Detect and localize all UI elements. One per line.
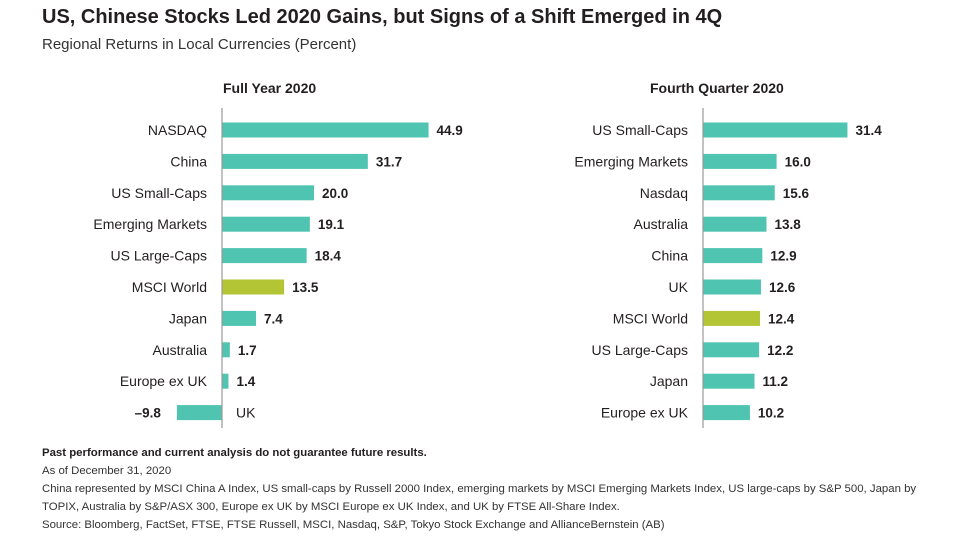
value-label-nasdaq: 15.6	[783, 186, 810, 201]
category-label-uk: UK	[236, 405, 256, 421]
value-label-australia: 1.7	[238, 343, 257, 358]
value-label-us-small-caps: 20.0	[322, 186, 348, 201]
category-label-japan: Japan	[169, 310, 207, 326]
value-label-europe-ex-uk: 10.2	[758, 406, 784, 421]
bar-msci-world	[222, 279, 285, 295]
fourth-quarter-bar-chart: US Small-Caps 31.4 Emerging Markets 16.0 Nas…	[574, 108, 882, 428]
value-label-japan: 7.4	[264, 311, 283, 326]
bar-us-small-caps	[703, 122, 848, 138]
category-label-us-large-caps: US Large-Caps	[592, 342, 689, 358]
bar-emerging-markets	[703, 153, 777, 169]
bar-china	[703, 248, 763, 264]
value-label-uk: 12.6	[769, 280, 796, 295]
category-label-europe-ex-uk: Europe ex UK	[601, 405, 689, 421]
category-label-china: China	[651, 248, 688, 264]
category-label-japan: Japan	[650, 373, 688, 389]
value-label-china: 31.7	[376, 154, 402, 169]
category-label-msci-world: MSCI World	[613, 310, 688, 326]
bar-us-large-caps	[703, 342, 760, 358]
category-label-nasdaq: Nasdaq	[640, 185, 688, 201]
category-label-uk: UK	[669, 279, 689, 295]
value-label-msci-world: 13.5	[292, 280, 319, 295]
category-label-australia: Australia	[153, 342, 208, 358]
footnotes: Past performance and current analysis do…	[42, 444, 922, 534]
category-label-australia: Australia	[634, 216, 689, 232]
value-label-us-large-caps: 12.2	[767, 343, 793, 358]
full-year-bar-chart: NASDAQ 44.9 China 31.7 US Small-Caps 20.0 Emer…	[93, 108, 463, 428]
value-label-emerging-markets: 19.1	[318, 217, 345, 232]
source-note: Source: Bloomberg, FactSet, FTSE, FTSE R…	[42, 519, 665, 531]
bar-europe-ex-uk	[703, 405, 750, 421]
category-label-us-small-caps: US Small-Caps	[592, 122, 688, 138]
bar-uk	[176, 405, 222, 421]
category-label-us-small-caps: US Small-Caps	[111, 185, 207, 201]
value-label-europe-ex-uk: 1.4	[236, 374, 255, 389]
bar-emerging-markets	[222, 216, 310, 232]
category-label-nasdaq: NASDAQ	[148, 122, 207, 138]
category-label-europe-ex-uk: Europe ex UK	[120, 373, 208, 389]
bar-china	[222, 153, 368, 169]
panel-title-full-year: Full Year 2020	[223, 80, 317, 96]
chart-title: US, Chinese Stocks Led 2020 Gains, but S…	[42, 6, 723, 28]
bar-msci-world	[703, 310, 761, 326]
value-label-us-large-caps: 18.4	[315, 249, 342, 264]
value-label-emerging-markets: 16.0	[785, 154, 811, 169]
bar-japan	[703, 373, 755, 389]
chart-subtitle: Regional Returns in Local Currencies (Pe…	[42, 36, 357, 53]
value-label-japan: 11.2	[763, 374, 789, 389]
category-label-china: China	[170, 153, 207, 169]
bar-japan	[222, 310, 257, 326]
value-label-china: 12.9	[770, 249, 796, 264]
value-label-australia: 13.8	[774, 217, 801, 232]
value-label-us-small-caps: 31.4	[855, 123, 882, 138]
representation-note: China represented by MSCI China A Index,…	[42, 483, 917, 513]
category-label-emerging-markets: Emerging Markets	[574, 153, 688, 169]
value-label-nasdaq: 44.9	[437, 123, 463, 138]
bar-australia	[222, 342, 230, 358]
value-label-uk: –9.8	[135, 406, 162, 421]
category-label-msci-world: MSCI World	[132, 279, 207, 295]
bar-europe-ex-uk	[222, 373, 229, 389]
category-label-emerging-markets: Emerging Markets	[93, 216, 207, 232]
bar-uk	[703, 279, 761, 295]
value-label-msci-world: 12.4	[768, 311, 795, 326]
bar-us-large-caps	[222, 248, 307, 264]
disclaimer-note: Past performance and current analysis do…	[42, 447, 427, 459]
bar-nasdaq	[222, 122, 429, 138]
bar-australia	[703, 216, 767, 232]
panel-title-fourth-quarter: Fourth Quarter 2020	[650, 80, 784, 96]
bar-us-small-caps	[222, 185, 314, 201]
category-label-us-large-caps: US Large-Caps	[111, 248, 208, 264]
as-of-note: As of December 31, 2020	[42, 465, 172, 477]
bar-nasdaq	[703, 185, 775, 201]
